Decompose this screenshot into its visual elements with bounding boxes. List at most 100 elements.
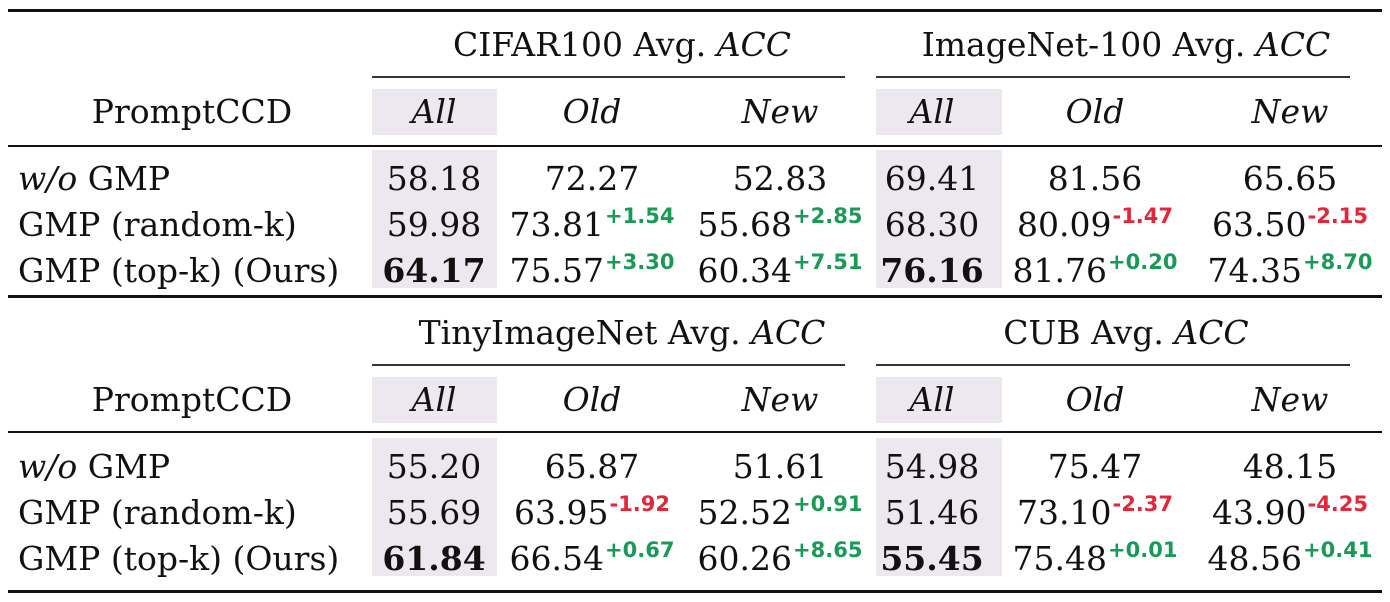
method-label-prefix: w/o [18, 159, 78, 198]
delta-negative: -1.92 [609, 492, 671, 516]
delta-positive: +0.67 [605, 538, 675, 562]
table-cell: 60.34+7.51 [697, 251, 863, 290]
column-header: Old [562, 380, 622, 419]
cell-value: 75.48 [1012, 539, 1108, 578]
table-cell: 59.98 [387, 208, 481, 241]
table-cell: 52.52+0.91 [697, 493, 863, 532]
delta-positive: +7.51 [793, 250, 863, 274]
cell-value: 76.16 [880, 251, 984, 290]
all-column-shade [372, 89, 497, 135]
group-metric: ACC [751, 313, 826, 352]
cell-value: 54.98 [884, 447, 980, 486]
bottom-rule [8, 590, 1382, 593]
delta-negative: -1.47 [1112, 204, 1174, 228]
table-cell: 54.98 [885, 450, 979, 483]
cell-value: 61.84 [382, 539, 486, 578]
column-header: All [411, 380, 457, 419]
cell-value: 80.09 [1016, 205, 1112, 244]
group-underline [372, 364, 845, 366]
table-cell: 66.54+0.67 [509, 539, 675, 578]
table-cell: 75.48+0.01 [1012, 539, 1178, 578]
table-cell: 58.18 [387, 162, 481, 195]
row-header-label: PromptCCD [91, 92, 293, 131]
delta-positive: +0.91 [793, 492, 863, 516]
cell-value: 51.61 [732, 447, 828, 486]
cell-value: 75.57 [509, 251, 605, 290]
method-label: w/o GMP [18, 162, 170, 195]
column-header: All [411, 92, 457, 131]
column-header: New [1251, 92, 1329, 131]
cell-value: 74.35 [1207, 251, 1303, 290]
cell-value: 66.54 [509, 539, 605, 578]
table-cell: 75.57+3.30 [509, 251, 675, 290]
delta-positive: +8.70 [1303, 250, 1373, 274]
cell-value: 65.65 [1242, 159, 1338, 198]
table-cell: 61.84 [382, 542, 485, 575]
header-rule-2 [8, 431, 1382, 433]
column-header: All [909, 92, 955, 131]
cell-value: 55.69 [386, 493, 482, 532]
cell-value: 55.45 [880, 539, 984, 578]
delta-negative: -4.25 [1307, 492, 1369, 516]
table-cell: 65.87 [545, 450, 639, 483]
cell-value: 60.26 [697, 539, 793, 578]
delta-positive: +2.85 [793, 204, 863, 228]
table-cell: 74.35+8.70 [1207, 251, 1373, 290]
table-cell: 55.45 [880, 542, 983, 575]
all-column-shade [876, 377, 1002, 423]
column-header: All [909, 380, 955, 419]
table-cell: 51.46 [885, 496, 979, 529]
cell-value: 73.81 [509, 205, 605, 244]
cell-value: 65.87 [544, 447, 640, 486]
method-label-text: GMP (random-k) [18, 493, 297, 532]
group-underline [876, 364, 1350, 366]
method-label: GMP (top-k) (Ours) [18, 542, 339, 575]
cell-value: 81.56 [1047, 159, 1143, 198]
group-metric: ACC [1255, 25, 1331, 64]
table-cell: 72.27 [545, 162, 639, 195]
table-cell: 43.90-4.25 [1212, 494, 1368, 530]
dataset-group-header: CUB Avg. ACC [1003, 316, 1248, 349]
header-rule-1 [8, 145, 1382, 147]
delta-positive: +0.41 [1303, 538, 1373, 562]
table-cell: 73.10-2.37 [1016, 493, 1173, 532]
column-header: New [741, 92, 819, 131]
table-cell: 81.76+0.20 [1012, 251, 1178, 290]
delta-negative: -2.15 [1307, 204, 1369, 228]
cell-value: 68.30 [884, 205, 980, 244]
group-underline [876, 76, 1350, 78]
dataset-group-header: ImageNet-100 Avg. ACC [922, 28, 1331, 61]
cell-value: 60.34 [697, 251, 793, 290]
cell-value: 48.15 [1242, 447, 1338, 486]
table-cell: 75.47 [1048, 450, 1142, 483]
table-cell: 63.95-1.92 [514, 494, 670, 530]
table-cell: 81.56 [1048, 162, 1142, 195]
method-label-text: GMP [77, 447, 171, 486]
method-label: w/o GMP [18, 450, 170, 483]
cell-value: 69.41 [884, 159, 980, 198]
group-metric: ACC [716, 25, 792, 64]
cell-value: 48.56 [1207, 539, 1303, 578]
delta-positive: +8.65 [793, 538, 863, 562]
method-label: GMP (random-k) [18, 496, 297, 529]
all-column-shade [372, 377, 497, 423]
all-column-shade [876, 150, 1002, 288]
row-header-label: PromptCCD [91, 380, 293, 419]
all-column-shade [876, 89, 1002, 135]
group-metric: ACC [1174, 313, 1249, 352]
cell-value: 52.52 [697, 493, 793, 532]
cell-value: 55.20 [386, 447, 482, 486]
group-label-text: ImageNet-100 Avg. [921, 25, 1256, 64]
all-column-shade [372, 150, 497, 288]
method-label: GMP (top-k) (Ours) [18, 254, 339, 287]
delta-positive: +0.01 [1108, 538, 1178, 562]
group-label-text: TinyImageNet Avg. [418, 313, 752, 352]
dataset-group-header: TinyImageNet Avg. ACC [419, 316, 826, 349]
top-rule [8, 9, 1382, 12]
method-label-text: GMP (random-k) [18, 205, 297, 244]
cell-value: 81.76 [1012, 251, 1108, 290]
group-underline [372, 76, 845, 78]
cell-value: 75.47 [1047, 447, 1143, 486]
all-column-shade [372, 438, 497, 576]
cell-value: 73.10 [1016, 493, 1112, 532]
